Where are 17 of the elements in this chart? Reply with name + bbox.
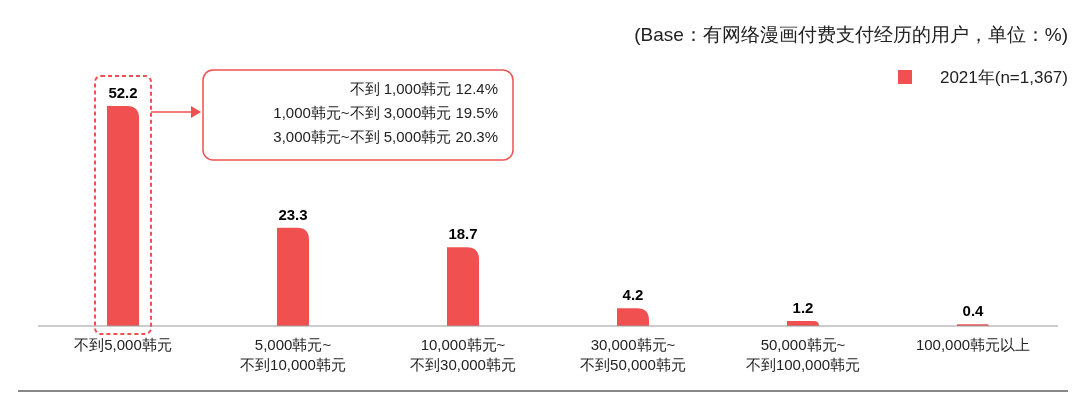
text: 不到 1,000韩元 12.4%	[349, 80, 498, 97]
x-tick-label: 5,000韩元~ 不到10,000韩元	[240, 336, 346, 373]
data-label: 52.2	[108, 84, 138, 101]
x-tick-label: 100,000韩元以上	[915, 336, 1031, 353]
data-label: 1.2	[792, 298, 814, 316]
x-tick-label: 50,000韩元~ 不到100,000韩元	[745, 336, 861, 373]
data-label: 18.7	[448, 225, 478, 243]
x-tick-label: 30,000韩元~ 不到50,000韩元	[580, 336, 686, 373]
x-tick-label: 10,000韩元~ 不到30,000韩元	[410, 336, 516, 373]
legend-label: 2021年(n=1,367)	[939, 68, 1068, 87]
data-label: 23.3	[278, 205, 308, 223]
x-tick-label: 不到5,000韩元	[74, 336, 172, 353]
data-label: 0.4	[962, 302, 985, 320]
chart-subtitle: (Base：有网络漫画付费支付经历的用户，单位：%)	[634, 24, 1068, 45]
annotation: 3,000韩元~不到 5,000韩元 20.3%	[273, 128, 498, 145]
annotation: 1,000韩元~不到 3,000韩元 19.5%	[273, 104, 498, 121]
data-label: 4.2	[622, 286, 644, 304]
